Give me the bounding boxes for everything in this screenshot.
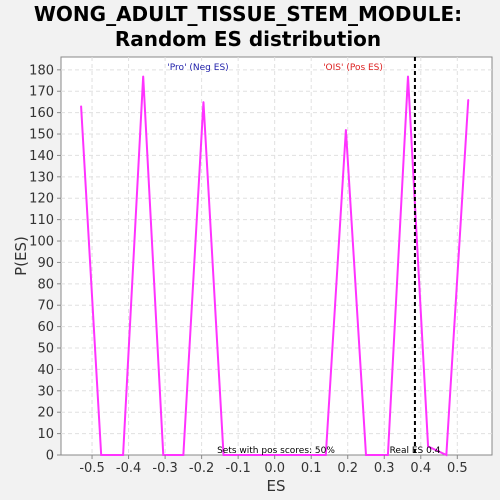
y-tick-label: 30 — [37, 384, 54, 399]
y-tick-label: 40 — [37, 363, 54, 378]
y-tick-label: 50 — [37, 342, 54, 357]
series-point — [222, 454, 225, 456]
y-tick-label: 180 — [29, 63, 54, 78]
series-point — [182, 454, 185, 456]
x-tick-label: -0.3 — [152, 461, 177, 476]
grid-lines — [61, 57, 492, 455]
series-point — [365, 454, 367, 456]
y-tick-label: 100 — [29, 235, 54, 250]
x-tick-label: 0.4 — [410, 461, 431, 476]
x-tick-label: -0.4 — [116, 461, 141, 476]
x-tick-label: -0.1 — [225, 461, 250, 476]
series-point — [427, 445, 429, 448]
sets-pos-scores-label: Sets with pos scores: 50% — [217, 446, 335, 456]
x-tick-label: 0.2 — [337, 461, 358, 476]
series-point — [100, 454, 102, 456]
chart-title-line-1: WONG_ADULT_TISSUE_STEM_MODULE: — [34, 2, 462, 26]
y-tick-label: 0 — [46, 449, 54, 464]
x-tick-label: -0.5 — [79, 461, 104, 476]
neg-es-label: 'Pro' (Neg ES) — [167, 63, 228, 73]
y-tick-label: 80 — [37, 277, 54, 292]
series-point — [467, 98, 470, 101]
y-tick-label: 170 — [29, 85, 54, 100]
x-axis-label: ES — [267, 477, 286, 495]
y-tick-label: 90 — [37, 256, 54, 271]
y-tick-label: 120 — [29, 192, 54, 207]
y-tick-label: 150 — [29, 128, 54, 143]
real-es-label: Real ES 0.4 — [390, 446, 441, 456]
series-point — [162, 454, 165, 456]
series-point — [345, 128, 347, 131]
y-tick-label: 130 — [29, 170, 54, 185]
series-point — [387, 454, 389, 456]
series-point — [202, 101, 205, 103]
pos-es-label: 'OIS' (Pos ES) — [323, 63, 383, 73]
chart-title-line-2: Random ES distribution — [115, 27, 381, 51]
series-point — [80, 105, 82, 108]
series-point — [325, 454, 327, 456]
axes: 0 10 20 30 40 50 60 70 80 90 100 110 120 130 140 150 160… — [29, 63, 467, 476]
y-tick-label: 110 — [29, 213, 54, 228]
series-point — [407, 75, 409, 78]
y-tick-label: 70 — [37, 299, 54, 314]
x-tick-label: -0.2 — [189, 461, 214, 476]
x-tick-label: 0.5 — [447, 461, 468, 476]
y-tick-label: 20 — [37, 406, 54, 421]
series-point — [445, 454, 448, 456]
series-point — [142, 75, 144, 78]
x-tick-label: 0.3 — [374, 461, 395, 476]
y-tick-label: 140 — [29, 149, 54, 164]
x-tick-label: 0.1 — [301, 461, 322, 476]
annotation-layer: 'Pro' (Neg ES) 'OIS' (Pos ES) Sets with … — [167, 63, 440, 456]
y-tick-label: 160 — [29, 106, 54, 121]
y-axis-label: P(ES) — [12, 236, 30, 276]
y-tick-label: 10 — [37, 427, 54, 442]
y-tick-label: 60 — [37, 320, 54, 335]
x-tick-label: 0.0 — [264, 461, 285, 476]
series-point — [122, 454, 124, 456]
